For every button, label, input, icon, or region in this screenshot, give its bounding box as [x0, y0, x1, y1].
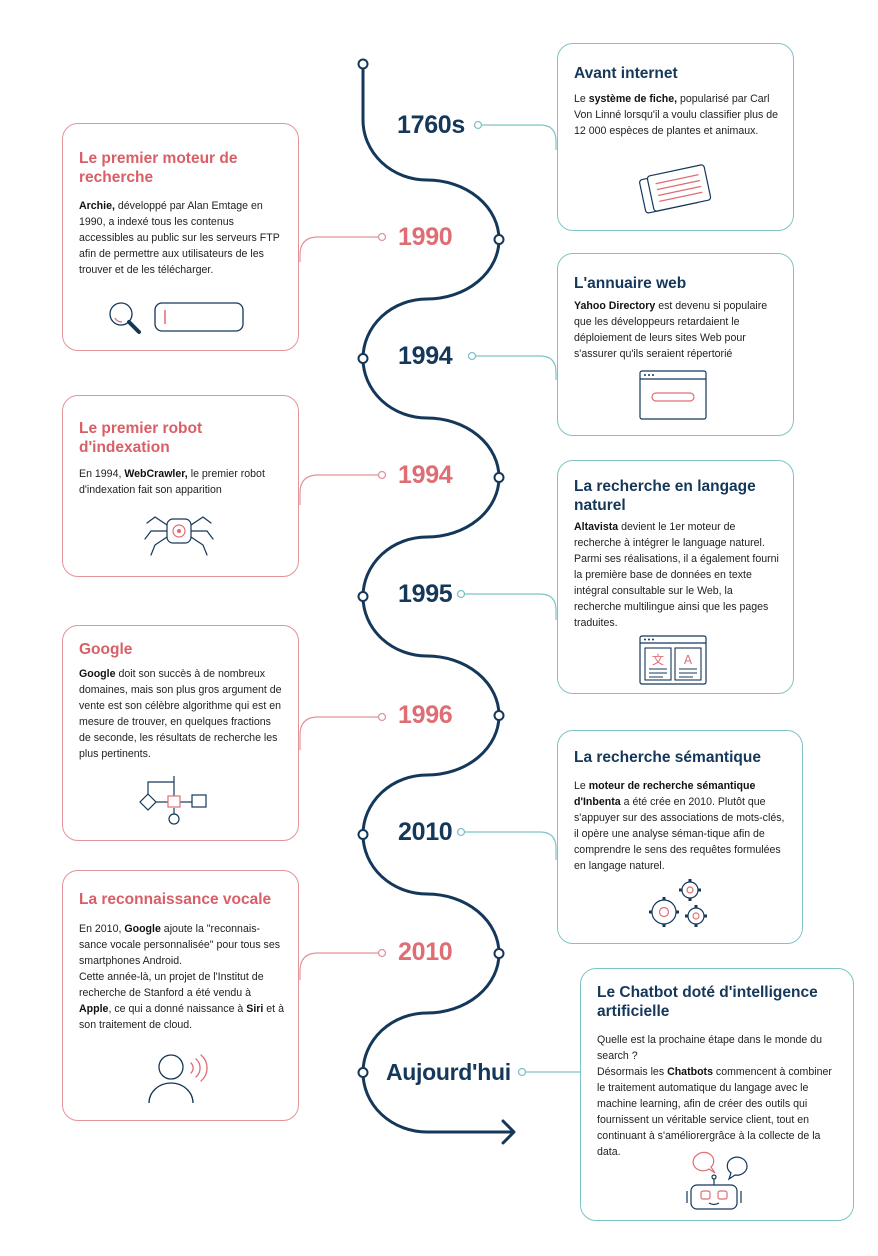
card-chatbot: Le Chatbot doté d'intelligence artificie… [580, 968, 854, 1221]
voice-user-icon [148, 1054, 208, 1104]
flowchart-icon [139, 776, 207, 825]
card-avant-internet: Avant internet Le système de fiche, popu… [557, 43, 794, 231]
timeline-dot [357, 1067, 369, 1078]
connector-line [299, 474, 379, 505]
connector-line [465, 593, 557, 620]
gears-icon [649, 879, 707, 927]
connector-dot [467, 351, 477, 361]
svg-text:A: A [684, 653, 693, 667]
card-title: La recherche en langage naturel [574, 478, 756, 514]
card-title: Le premier robot d'indexation [79, 420, 203, 456]
connector-dot [377, 470, 387, 480]
spider-robot-icon [144, 516, 214, 556]
year-label: Aujourd'hui [386, 1059, 511, 1085]
card-body: Le moteur de recherche sémantique d'Inbe… [574, 780, 785, 872]
svg-text:文: 文 [652, 652, 664, 667]
timeline-dot [493, 710, 505, 721]
translation-icon: 文 A [639, 635, 707, 685]
card-langage-naturel: La recherche en langage naturel Altavist… [557, 460, 794, 694]
connector-line [476, 355, 557, 380]
chatbot-robot-icon [686, 1151, 748, 1210]
connector-line [465, 831, 557, 860]
browser-window-icon [639, 370, 707, 420]
timeline-dot [357, 829, 369, 840]
connector-dot [377, 948, 387, 958]
card-title: La recherche sémantique [574, 749, 761, 766]
year-label: 1990 [398, 223, 453, 251]
card-body: En 1994, WebCrawler, le premier robot d'… [79, 468, 265, 496]
timeline-dot [357, 591, 369, 602]
card-body: Quelle est la prochaine étape dans le mo… [597, 1034, 832, 1158]
card-title: Avant internet [574, 65, 678, 82]
card-title: Google [79, 641, 133, 658]
search-bar-icon [109, 302, 244, 334]
connector-dot [456, 589, 466, 599]
card-title: L'annuaire web [574, 275, 687, 292]
connector-dot [377, 712, 387, 722]
card-body: En 2010, Google ajoute la "reconnais-san… [79, 923, 284, 1031]
connector-dot [456, 827, 466, 837]
card-body: Altavista devient le 1er moteur de reche… [574, 521, 779, 629]
connector-line [482, 124, 557, 150]
connector-dot [473, 120, 483, 130]
year-label: 1996 [398, 701, 453, 729]
card-annuaire-web: L'annuaire web Yahoo Directory est deven… [557, 253, 794, 436]
year-label: 1995 [398, 580, 453, 608]
index-cards-icon [639, 164, 712, 214]
card-premier-moteur: Le premier moteur de recherche Archie, d… [62, 123, 299, 351]
timeline-dot [493, 472, 505, 483]
card-body: Le système de fiche, popularisé par Carl… [574, 93, 779, 137]
connector-line [299, 716, 379, 750]
timeline-dot [493, 948, 505, 959]
timeline-dot [357, 353, 369, 364]
card-body: Google doit son succès à de nombreux dom… [79, 668, 282, 760]
year-label: 1994 [398, 342, 453, 370]
year-label: 1994 [398, 461, 453, 489]
card-body: Yahoo Directory est devenu si populaire … [574, 300, 768, 360]
card-semantique: La recherche sémantique Le moteur de rec… [557, 730, 803, 944]
year-label: 2010 [398, 818, 453, 846]
timeline-path [361, 62, 514, 1134]
connector-line [299, 952, 379, 980]
timeline-arrow-head [501, 1119, 516, 1145]
connector-line [299, 236, 379, 262]
card-vocale: La reconnaissance vocale En 2010, Google… [62, 870, 299, 1121]
connector-dot [517, 1067, 527, 1077]
year-label: 2010 [398, 938, 453, 966]
year-label: 1760s [397, 111, 466, 139]
card-google: Google Google doit son succès à de nombr… [62, 625, 299, 841]
card-premier-robot: Le premier robot d'indexation En 1994, W… [62, 395, 299, 577]
timeline-dot [493, 234, 505, 245]
timeline-dot [357, 58, 369, 70]
connector-dot [377, 232, 387, 242]
card-title: Le premier moteur de recherche [79, 150, 238, 186]
card-title: Le Chatbot doté d'intelligence artificie… [597, 984, 818, 1020]
card-title: La reconnaissance vocale [79, 891, 272, 908]
card-body: Archie, développé par Alan Emtage en 199… [79, 200, 280, 276]
